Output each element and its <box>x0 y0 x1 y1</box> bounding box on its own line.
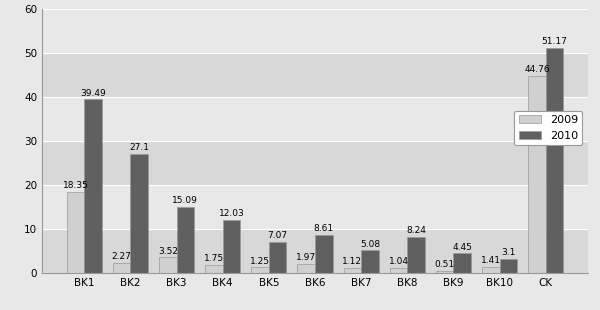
Bar <box>407 237 425 273</box>
Text: 15.09: 15.09 <box>172 196 199 205</box>
Bar <box>545 48 563 273</box>
Text: 5.08: 5.08 <box>360 240 380 249</box>
Text: 1.97: 1.97 <box>296 253 316 262</box>
Text: 8.61: 8.61 <box>314 224 334 233</box>
Bar <box>42 9 588 53</box>
Bar <box>159 257 176 273</box>
Bar <box>436 271 454 273</box>
Text: 3.52: 3.52 <box>158 246 178 255</box>
Bar <box>42 53 588 97</box>
Bar <box>42 97 588 141</box>
Bar <box>528 76 545 273</box>
Bar <box>390 268 407 273</box>
Text: 1.75: 1.75 <box>204 255 224 264</box>
Text: 39.49: 39.49 <box>80 89 106 98</box>
Text: 1.04: 1.04 <box>388 258 409 267</box>
Text: 1.25: 1.25 <box>250 257 270 266</box>
Bar <box>42 185 588 229</box>
Bar <box>42 141 588 185</box>
Text: 27.1: 27.1 <box>129 143 149 152</box>
Text: 7.07: 7.07 <box>268 231 287 240</box>
Text: 3.1: 3.1 <box>501 248 515 257</box>
Text: 1.12: 1.12 <box>343 257 362 266</box>
Bar <box>454 253 471 273</box>
Bar <box>344 268 361 273</box>
Bar <box>500 259 517 273</box>
Bar <box>67 192 85 273</box>
Bar <box>269 242 286 273</box>
Text: 2.27: 2.27 <box>112 252 131 261</box>
Bar <box>205 265 223 273</box>
Bar <box>251 267 269 273</box>
Bar <box>315 235 332 273</box>
Text: 12.03: 12.03 <box>218 209 244 218</box>
Text: 0.51: 0.51 <box>434 260 455 269</box>
Bar <box>113 263 130 273</box>
Bar <box>130 154 148 273</box>
Text: 44.76: 44.76 <box>524 65 550 74</box>
Bar <box>482 267 500 273</box>
Text: 4.45: 4.45 <box>452 242 472 251</box>
Bar <box>298 264 315 273</box>
Text: 51.17: 51.17 <box>541 37 568 46</box>
Bar <box>176 206 194 273</box>
Bar <box>85 100 102 273</box>
Text: 8.24: 8.24 <box>406 226 426 235</box>
Bar <box>223 220 240 273</box>
Legend: 2009, 2010: 2009, 2010 <box>514 111 583 145</box>
Bar <box>42 229 588 273</box>
Bar <box>361 250 379 273</box>
Text: 1.41: 1.41 <box>481 256 501 265</box>
Text: 18.35: 18.35 <box>62 181 89 190</box>
